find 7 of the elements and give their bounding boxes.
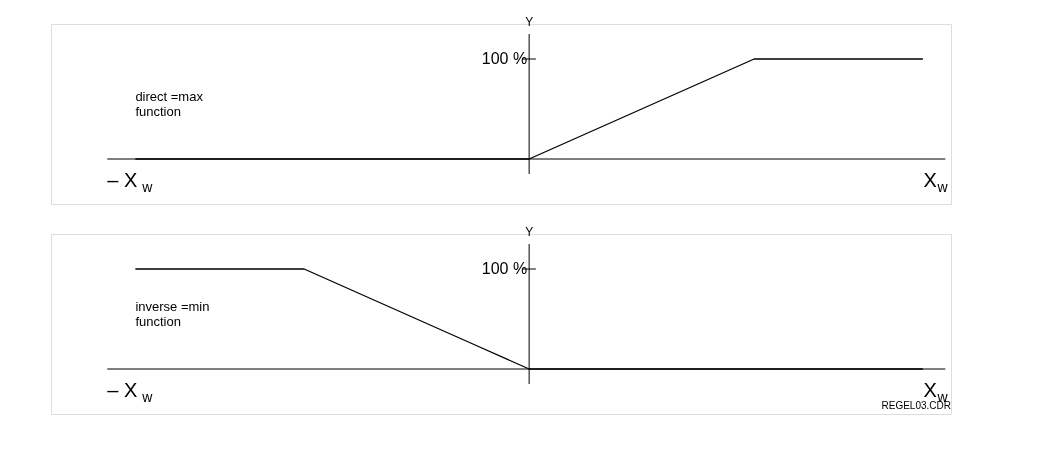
y-axis-title: Y — [525, 15, 534, 29]
annotation: direct =max function — [135, 89, 204, 119]
y-axis-title: Y — [525, 225, 534, 239]
annotation: 100 % — [481, 260, 528, 277]
text: REGEL03.CDR — [881, 400, 951, 411]
annotation: inverse =min function — [135, 299, 210, 329]
annotation: 100 % — [481, 50, 528, 67]
